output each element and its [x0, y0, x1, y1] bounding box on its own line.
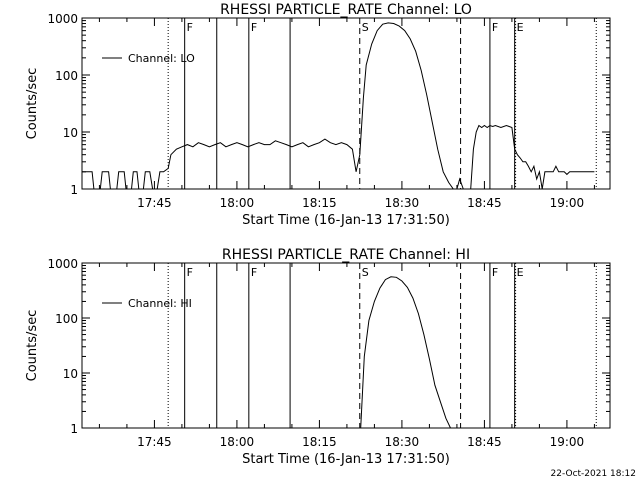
panel1-event-marker-label: E [517, 21, 524, 34]
panel2-y-tick-label: 10 [63, 367, 78, 381]
panel1-x-tick-label: 18:00 [220, 196, 255, 210]
panel1-x-tick-label: 17:45 [137, 196, 172, 210]
panel1-series-line [82, 22, 595, 190]
panel2-event-marker-label: F [251, 266, 257, 279]
panel2-event-marker-label: F [492, 266, 498, 279]
panel2-event-marker-label: S [362, 266, 369, 279]
panel1-title: RHESSI PARTICLE_RATE Channel: LO [220, 2, 472, 18]
panel2-x-tick-label: 18:15 [302, 435, 337, 449]
panel1-event-marker-label: F [187, 21, 193, 34]
panel1-plot-frame [81, 17, 611, 190]
panel2-y-tick-label: 1000 [47, 257, 78, 271]
panel2-event-marker-label: E [517, 266, 524, 279]
panel2-series-line [360, 276, 451, 429]
panel2-x-axis-label: Start Time (16-Jan-13 17:31:50) [242, 452, 450, 467]
panel1-y-axis-label: Counts/sec [25, 68, 40, 140]
panel1-legend-label: Channel: LO [128, 52, 195, 65]
panel1-x-tick-label: 19:00 [550, 196, 585, 210]
timestamp: 22-Oct-2021 18:12 [551, 469, 636, 479]
panel2-x-tick-label: 18:30 [385, 435, 420, 449]
panel2-x-tick-label: 18:00 [220, 435, 255, 449]
panel2-plot-frame [81, 262, 611, 429]
panel1-y-tick-label: 100 [55, 69, 78, 83]
panel2-title: RHESSI PARTICLE_RATE Channel: HI [222, 247, 470, 263]
panel1-x-axis-label: Start Time (16-Jan-13 17:31:50) [242, 213, 450, 228]
panel2-event-marker-label: F [187, 266, 193, 279]
panel2-x-tick-label: 17:45 [137, 435, 172, 449]
panel1-x-tick-label: 18:30 [385, 196, 420, 210]
panel2-y-tick-label: 100 [55, 312, 78, 326]
panel1-y-tick-label: 1000 [47, 12, 78, 26]
panel2-x-tick-label: 18:45 [467, 435, 502, 449]
panel1-x-tick-label: 18:15 [302, 196, 337, 210]
panel1-event-marker-label: F [492, 21, 498, 34]
panel1-event-marker-label: F [251, 21, 257, 34]
panel1-event-marker-label: S [362, 21, 369, 34]
panel2-legend-label: Channel: HI [128, 297, 192, 310]
panel1-x-tick-label: 18:45 [467, 196, 502, 210]
panel2-x-tick-label: 19:00 [550, 435, 585, 449]
panel2-y-axis-label: Counts/sec [25, 310, 40, 382]
panel2-y-tick-label: 1 [70, 422, 78, 436]
panel1-y-tick-label: 10 [63, 126, 78, 140]
panel1-y-tick-label: 1 [70, 183, 78, 197]
